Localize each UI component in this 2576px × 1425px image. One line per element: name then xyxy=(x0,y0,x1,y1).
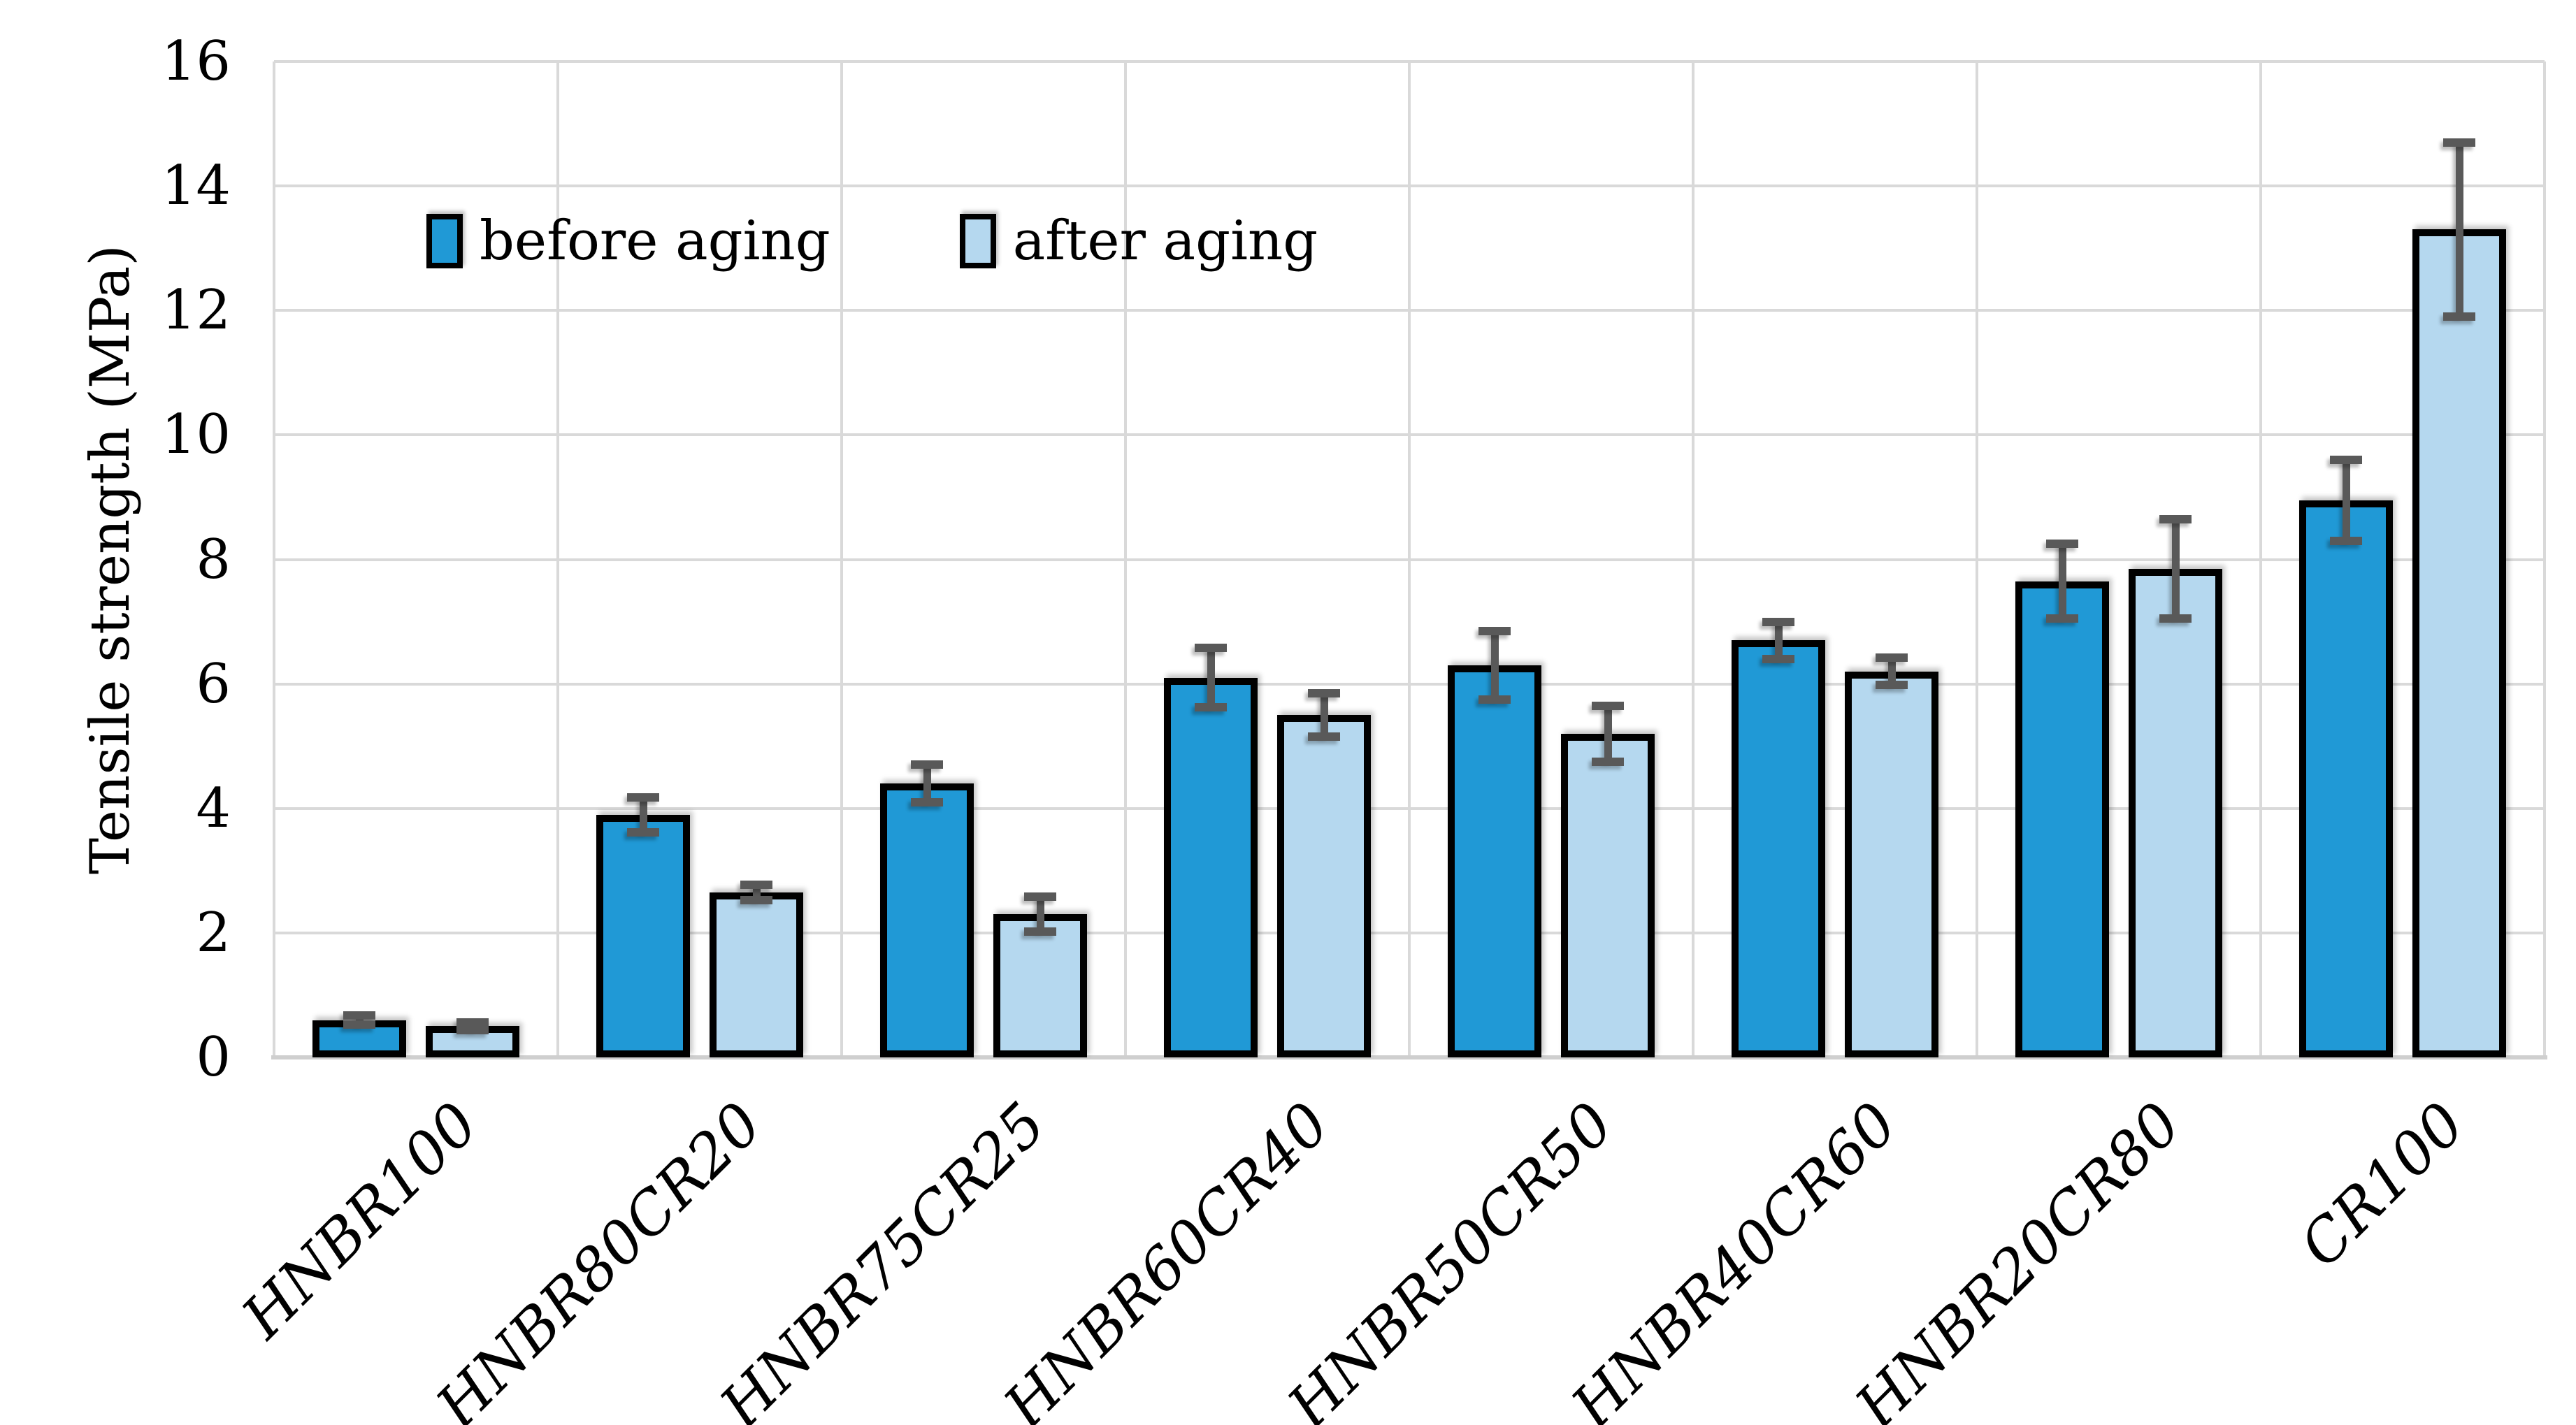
error-bar-cap xyxy=(627,827,659,837)
error-bar-stem xyxy=(1490,630,1499,700)
legend: before aging after aging xyxy=(426,210,1318,273)
bar-after-aging-HNBR80CR20 xyxy=(710,892,803,1057)
error-bar-cap xyxy=(627,793,659,802)
gridline-vertical xyxy=(273,62,275,1057)
y-tick-label-8: 8 xyxy=(196,528,231,591)
bar-before-aging-HNBR60CR40 xyxy=(1164,677,1258,1057)
error-bar-stem xyxy=(923,765,931,802)
gridline-vertical xyxy=(1408,62,1411,1057)
error-bar-cap xyxy=(2159,514,2192,523)
error-bar-cap xyxy=(1762,655,1794,663)
bar-before-aging-HNBR75CR25 xyxy=(880,783,974,1057)
error-bar-cap xyxy=(1195,643,1227,652)
error-bar-cap xyxy=(740,881,772,890)
gridline-vertical xyxy=(1976,62,1978,1057)
error-bar-stem xyxy=(1774,621,1783,659)
legend-item-before-aging: before aging xyxy=(426,210,830,273)
gridline-vertical xyxy=(840,62,843,1057)
error-bar-cap xyxy=(2046,614,2078,623)
error-bar-stem xyxy=(2058,544,2066,619)
error-bar-cap xyxy=(1876,681,1908,690)
y-tick-label-14: 14 xyxy=(161,154,231,218)
error-bar-cap xyxy=(2159,614,2192,623)
error-bar-cap xyxy=(2046,540,2078,549)
error-bar-cap xyxy=(2443,312,2475,321)
error-bar-cap xyxy=(1024,892,1056,902)
error-bar-cap xyxy=(911,797,943,806)
error-bar-stem xyxy=(355,1015,364,1025)
y-tick-label-0: 0 xyxy=(196,1026,231,1089)
bar-after-aging-HNBR75CR25 xyxy=(993,914,1087,1057)
bar-before-aging-HNBR50CR50 xyxy=(1448,665,1541,1057)
legend-label-after-aging: after aging xyxy=(1012,210,1318,273)
error-bar-stem xyxy=(1207,647,1215,708)
x-category-label-CR100: CR100 xyxy=(2287,1089,2478,1280)
error-bar-cap xyxy=(1592,701,1624,710)
error-bar-cap xyxy=(456,1018,489,1027)
error-bar-stem xyxy=(752,885,761,900)
y-tick-label-6: 6 xyxy=(196,652,231,716)
y-tick-label-2: 2 xyxy=(196,901,231,964)
bar-before-aging-CR100 xyxy=(2299,500,2393,1057)
x-category-label-HNBR100: HNBR100 xyxy=(229,1089,491,1352)
error-bar-cap xyxy=(1478,626,1511,635)
error-bar-stem xyxy=(1320,693,1328,737)
y-tick-label-16: 16 xyxy=(161,30,231,93)
bar-after-aging-HNBR60CR40 xyxy=(1277,715,1371,1057)
y-tick-label-4: 4 xyxy=(196,776,231,840)
legend-swatch-after-aging-icon xyxy=(959,214,996,268)
legend-swatch-before-aging-icon xyxy=(426,214,463,268)
error-bar-stem xyxy=(1604,705,1612,762)
gridline-vertical xyxy=(1692,62,1694,1057)
error-bar-cap xyxy=(911,760,943,769)
error-bar-cap xyxy=(1478,695,1511,704)
y-tick-label-10: 10 xyxy=(161,403,231,467)
error-bar-stem xyxy=(1887,658,1896,686)
legend-item-after-aging: after aging xyxy=(959,210,1318,273)
error-bar-stem xyxy=(2171,519,2180,619)
error-bar-stem xyxy=(2342,460,2350,541)
error-bar-cap xyxy=(2443,138,2475,147)
gridline-vertical xyxy=(2259,62,2262,1057)
bar-after-aging-HNBR40CR60 xyxy=(1845,671,1938,1057)
bar-before-aging-HNBR80CR20 xyxy=(596,814,690,1057)
error-bar-cap xyxy=(456,1025,489,1034)
gridline-vertical xyxy=(556,62,559,1057)
bar-before-aging-HNBR20CR80 xyxy=(2015,581,2109,1057)
bar-before-aging-HNBR40CR60 xyxy=(1732,640,1825,1057)
error-bar-cap xyxy=(1308,688,1340,697)
error-bar-cap xyxy=(2330,456,2362,464)
error-bar-cap xyxy=(343,1020,375,1029)
gridline-vertical xyxy=(2543,62,2546,1057)
error-bar-cap xyxy=(1024,927,1056,936)
error-bar-cap xyxy=(1195,703,1227,712)
error-bar-cap xyxy=(1762,617,1794,626)
error-bar-cap xyxy=(740,895,772,904)
gridline-vertical xyxy=(1124,62,1127,1057)
legend-label-before-aging: before aging xyxy=(480,210,830,273)
x-axis-line xyxy=(271,1055,2547,1059)
error-bar-stem xyxy=(1036,897,1044,932)
error-bar-cap xyxy=(2330,536,2362,545)
error-bar-cap xyxy=(1308,732,1340,742)
error-bar-cap xyxy=(343,1011,375,1020)
plot-area: before aging after aging xyxy=(271,60,2547,1059)
bar-after-aging-HNBR50CR50 xyxy=(1561,733,1655,1057)
error-bar-cap xyxy=(1592,757,1624,766)
error-bar-stem xyxy=(639,797,647,832)
bar-after-aging-HNBR20CR80 xyxy=(2129,568,2222,1057)
y-tick-label-12: 12 xyxy=(161,279,231,342)
bar-after-aging-CR100 xyxy=(2412,229,2506,1057)
error-bar-cap xyxy=(1876,653,1908,663)
error-bar-stem xyxy=(2455,142,2463,317)
